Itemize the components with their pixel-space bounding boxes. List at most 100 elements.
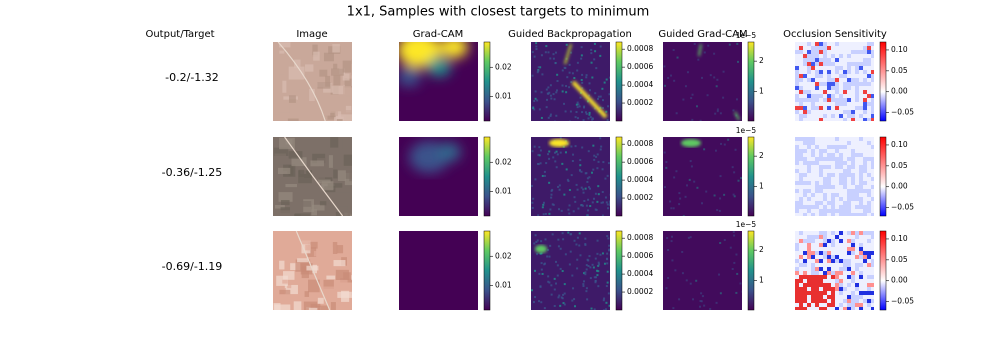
speckle (548, 150, 551, 153)
occlusion-cell (799, 110, 803, 114)
occlusion-cell (839, 213, 843, 216)
speckle (584, 271, 587, 274)
occlusion-cell (831, 209, 835, 213)
speckle (575, 243, 578, 246)
speckle (531, 289, 534, 292)
occlusion-cell (819, 197, 823, 201)
occlusion-cell (851, 267, 855, 271)
occlusion-cell (811, 177, 815, 181)
occlusion-cell (863, 94, 867, 98)
occlusion-cell (863, 197, 867, 201)
occlusion-cell (855, 267, 859, 271)
occlusion-cell (843, 54, 847, 58)
occlusion-cell (795, 149, 799, 153)
occlusion-cell (807, 283, 811, 287)
occlusion-cell (823, 185, 827, 189)
speckle (563, 283, 566, 286)
occlusion-cell (807, 239, 811, 243)
occlusion-cell (803, 102, 807, 106)
occlusion-cell (827, 275, 831, 279)
occlusion-cell (859, 263, 863, 267)
occlusion-cell (839, 74, 843, 78)
speckle (544, 212, 547, 215)
image-texture (290, 262, 301, 271)
speckle (579, 169, 582, 172)
speckle (541, 272, 544, 275)
colorbar (615, 230, 623, 311)
speckle (547, 275, 550, 278)
image-texture (326, 275, 336, 280)
speckle (564, 253, 567, 256)
speckle (672, 307, 675, 310)
speckle (567, 208, 570, 211)
image-texture (303, 301, 318, 310)
occlusion-cell (835, 54, 839, 58)
occlusion-cell (827, 86, 831, 90)
occlusion-cell (867, 201, 871, 205)
occlusion-cell (823, 205, 827, 209)
image-texture (279, 50, 285, 54)
occlusion-cell (811, 295, 815, 299)
speckle (735, 98, 738, 101)
occlusion-cell (811, 287, 815, 291)
occlusion-cell (811, 110, 815, 114)
occlusion-cell (839, 98, 843, 102)
occlusion-cell (799, 279, 803, 283)
occlusion-cell (855, 307, 859, 310)
occlusion-cell (811, 197, 815, 201)
speckle (563, 303, 566, 306)
occlusion-cell (807, 275, 811, 279)
occlusion-cell (839, 185, 843, 189)
speckle (564, 151, 567, 154)
occlusion-cell (855, 74, 859, 78)
image-texture (274, 304, 291, 310)
occlusion-cell (867, 141, 871, 145)
occlusion-cell (871, 235, 874, 239)
colorbar-tick-label: 0.01 (495, 281, 512, 290)
speckle (703, 148, 706, 151)
speckle (557, 238, 560, 241)
speckle (568, 204, 571, 207)
colorbar (879, 136, 887, 217)
occlusion-cell (851, 231, 855, 235)
occlusion-cell (831, 149, 835, 153)
occlusion-cell (811, 279, 815, 283)
occlusion-cell (835, 177, 839, 181)
heatmap-blobs (409, 141, 461, 173)
speckle (586, 177, 589, 180)
occlusion-cell (839, 106, 843, 110)
speckle (532, 106, 535, 109)
occlusion-cell (823, 247, 827, 251)
occlusion-cell (843, 66, 847, 70)
occlusion-cell (859, 271, 863, 275)
speckle (540, 262, 543, 265)
image-texture (342, 139, 352, 149)
occlusion-cell (859, 98, 863, 102)
occlusion-cell (835, 263, 839, 267)
speckle (552, 53, 555, 56)
speckle (605, 110, 608, 113)
occlusion-cell (811, 145, 815, 149)
occlusion-cell (827, 209, 831, 213)
speckle (571, 274, 574, 277)
occlusion-cell (843, 279, 847, 283)
occlusion-cell (851, 157, 855, 161)
occlusion-cell (827, 42, 831, 46)
speckle (576, 61, 579, 64)
image-texture (319, 166, 335, 177)
image-panel (795, 42, 874, 121)
occlusion-cell (863, 291, 867, 295)
speckle (561, 270, 564, 273)
occlusion-cell (815, 267, 819, 271)
occlusion-cell (855, 157, 859, 161)
image-texture (283, 271, 295, 280)
occlusion-cell (855, 137, 859, 141)
occlusion-cell (795, 263, 799, 267)
occlusion-cell (847, 42, 851, 46)
speckle (580, 170, 583, 173)
occlusion-cell (823, 137, 827, 141)
occlusion-cell (871, 291, 874, 295)
occlusion-cell (843, 94, 847, 98)
occlusion-cell (843, 185, 847, 189)
occlusion-cell (799, 299, 803, 303)
